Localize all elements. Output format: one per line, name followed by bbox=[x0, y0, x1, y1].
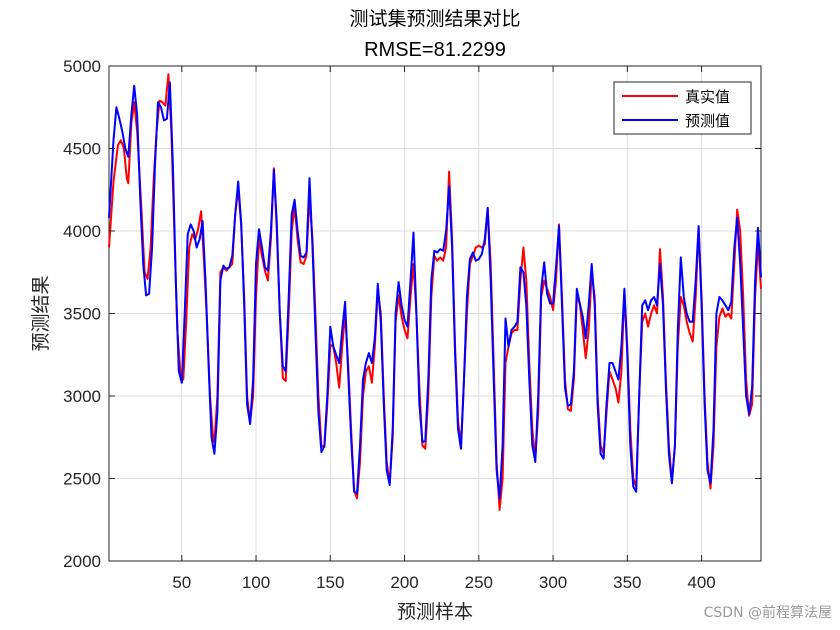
watermark: CSDN @前程算法屋 bbox=[704, 604, 832, 621]
y-tick-label: 2000 bbox=[63, 552, 101, 571]
series-lines bbox=[108, 73, 762, 511]
x-tick-label: 200 bbox=[390, 573, 418, 592]
x-tick-label: 400 bbox=[687, 573, 715, 592]
legend-box bbox=[613, 81, 752, 135]
y-tick-label: 4500 bbox=[63, 140, 101, 159]
legend-label-pred: 预测值 bbox=[685, 112, 730, 130]
x-tick-label: 300 bbox=[539, 573, 567, 592]
y-tick-label: 5000 bbox=[63, 57, 101, 76]
y-tick-label: 4000 bbox=[63, 222, 101, 241]
y-tick-label: 3500 bbox=[63, 305, 101, 324]
y-tick-label: 3000 bbox=[63, 387, 101, 406]
chart-title: 测试集预测结果对比 bbox=[349, 8, 520, 30]
x-tick-label: 350 bbox=[613, 573, 641, 592]
y-tick-label: 2500 bbox=[63, 470, 101, 489]
x-tick-label: 250 bbox=[465, 573, 493, 592]
series-line-pred bbox=[108, 81, 762, 500]
axis-ticks: 50 100 150 200 250 300 350 400 2000 2500 3000 3500 4… bbox=[63, 57, 761, 592]
y-axis-label: 预测结果 bbox=[30, 275, 52, 351]
x-axis-label: 预测样本 bbox=[397, 601, 473, 623]
legend: 真实值 预测值 bbox=[613, 81, 752, 135]
x-tick-label: 100 bbox=[242, 573, 270, 592]
grid bbox=[109, 66, 761, 561]
chart-subtitle-rmse: RMSE=81.2299 bbox=[364, 39, 506, 61]
x-tick-label: 50 bbox=[172, 573, 191, 592]
legend-label-true: 真实值 bbox=[685, 88, 730, 106]
x-tick-label: 150 bbox=[316, 573, 344, 592]
